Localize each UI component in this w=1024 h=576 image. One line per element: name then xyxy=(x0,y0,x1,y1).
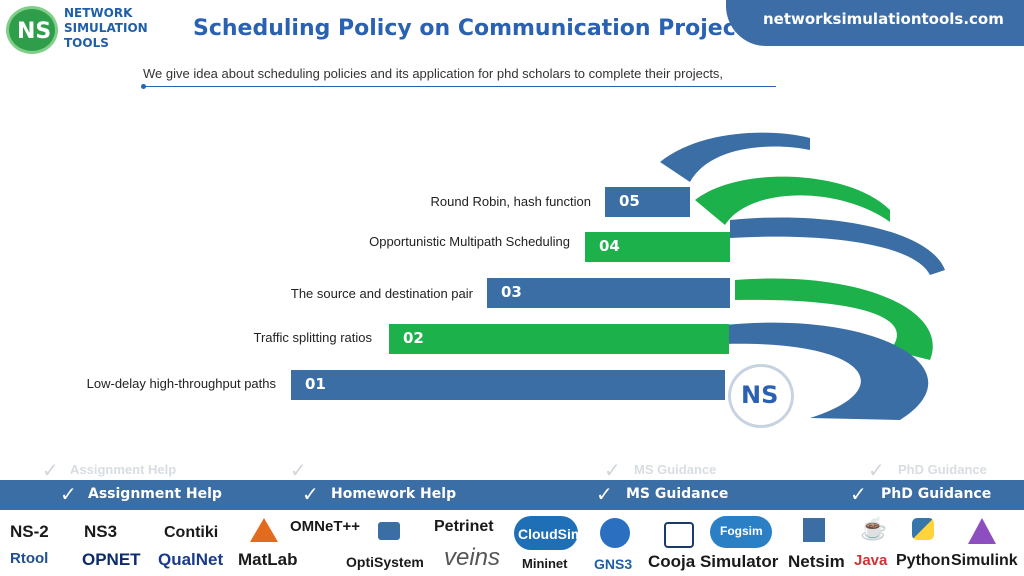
step-04: 04 xyxy=(585,232,730,262)
ghost-check-icon: ✓ xyxy=(290,460,307,482)
tool-veins: veins xyxy=(444,544,501,571)
logo-line-2: SIMULATION xyxy=(64,21,148,35)
cloudsim-icon xyxy=(514,516,578,550)
tool-matlab: MatLab xyxy=(238,550,298,569)
center-ns-badge: NS xyxy=(728,364,794,428)
tool-omnet: OMNeT++ xyxy=(290,518,361,535)
netsim-icon xyxy=(803,518,825,542)
tool-fogsim: Fogsim xyxy=(720,524,763,538)
page-title: Scheduling Policy on Communication Proje… xyxy=(193,16,747,41)
ghost-check-icon: ✓ xyxy=(42,460,59,482)
fogsim-icon xyxy=(710,516,772,548)
step-01: 01 xyxy=(291,370,725,400)
step-04-label: Opportunistic Multipath Scheduling xyxy=(369,234,570,249)
step-04-number: 04 xyxy=(599,237,620,255)
subtitle-underline xyxy=(143,86,776,87)
step-02: 02 xyxy=(389,324,729,354)
service-assignment-help[interactable]: Assignment Help xyxy=(88,486,222,502)
tool-mininet: Mininet xyxy=(522,556,568,571)
site-banner xyxy=(726,0,1024,46)
matlab-icon xyxy=(250,518,278,542)
logo-badge-icon: NS xyxy=(6,6,58,54)
logo-line-3: TOOLS xyxy=(64,36,109,50)
step-03: 03 xyxy=(487,278,730,308)
step-05-number: 05 xyxy=(619,192,640,210)
site-link[interactable]: networksimulationtools.com xyxy=(763,10,1004,28)
tool-qualnet: QualNet xyxy=(158,550,224,569)
center-badge-text: NS xyxy=(741,381,779,409)
tool-contiki: Contiki xyxy=(164,524,219,541)
step-03-number: 03 xyxy=(501,283,522,301)
logo-wordmark: NETWORK SIMULATION TOOLS xyxy=(64,6,174,51)
tool-java: Java xyxy=(854,552,888,569)
step-01-label: Low-delay high-throughput paths xyxy=(86,376,276,391)
tool-optisystem: OptiSystem xyxy=(346,554,424,570)
check-icon: ✓ xyxy=(850,484,867,506)
python-icon xyxy=(912,518,934,540)
step-05: 05 xyxy=(605,187,690,217)
tool-python: Python xyxy=(896,552,951,569)
page-subtitle: We give idea about scheduling policies a… xyxy=(143,66,724,81)
tool-opnet: OPNET xyxy=(82,550,141,569)
tool-gns3: GNS3 xyxy=(594,556,633,572)
gns3-icon xyxy=(600,518,630,548)
service-phd-guidance[interactable]: PhD Guidance xyxy=(881,486,992,502)
step-01-number: 01 xyxy=(305,375,326,393)
logo-initials: NS xyxy=(17,19,52,44)
ghost-service-assignment: Assignment Help xyxy=(70,462,177,477)
ghost-service-phd: PhD Guidance xyxy=(898,462,987,477)
tool-cooja: Cooja Simulator xyxy=(648,552,779,571)
services-band: ✓ Assignment Help ✓ Homework Help ✓ MS G… xyxy=(0,480,1024,510)
check-icon: ✓ xyxy=(302,484,319,506)
tool-ns3: NS3 xyxy=(84,522,118,541)
brand-logo[interactable]: NS NETWORK SIMULATION TOOLS xyxy=(4,4,174,56)
check-icon: ✓ xyxy=(596,484,613,506)
tool-netsim: Netsim xyxy=(788,552,845,571)
ghost-check-icon: ✓ xyxy=(868,460,885,482)
tool-ns2: NS-2 xyxy=(10,522,49,541)
logo-line-1: NETWORK xyxy=(64,6,133,20)
step-05-label: Round Robin, hash function xyxy=(430,194,591,209)
step-02-number: 02 xyxy=(403,329,424,347)
tool-cloudsim: CloudSim xyxy=(518,526,584,542)
spiral-arcs-graphic xyxy=(660,132,945,420)
cooja-icon xyxy=(664,522,694,548)
tool-petrinet: Petrinet xyxy=(434,518,494,535)
tools-strip: NS-2 NS3 Contiki OMNeT++ Petrinet Fogsim… xyxy=(0,512,1024,576)
step-03-label: The source and destination pair xyxy=(290,286,473,301)
tool-rtool: Rtool xyxy=(10,550,49,567)
simulink-icon xyxy=(968,518,996,544)
check-icon: ✓ xyxy=(60,484,77,506)
step-02-label: Traffic splitting ratios xyxy=(253,330,373,345)
ghost-service-ms: MS Guidance xyxy=(634,462,717,477)
service-homework-help[interactable]: Homework Help xyxy=(331,486,457,502)
ghost-check-icon: ✓ xyxy=(604,460,621,482)
service-ms-guidance[interactable]: MS Guidance xyxy=(626,486,729,502)
java-icon: ☕ xyxy=(860,516,888,541)
tool-simulink: Simulink xyxy=(951,552,1018,569)
optisystem-icon xyxy=(378,522,400,540)
